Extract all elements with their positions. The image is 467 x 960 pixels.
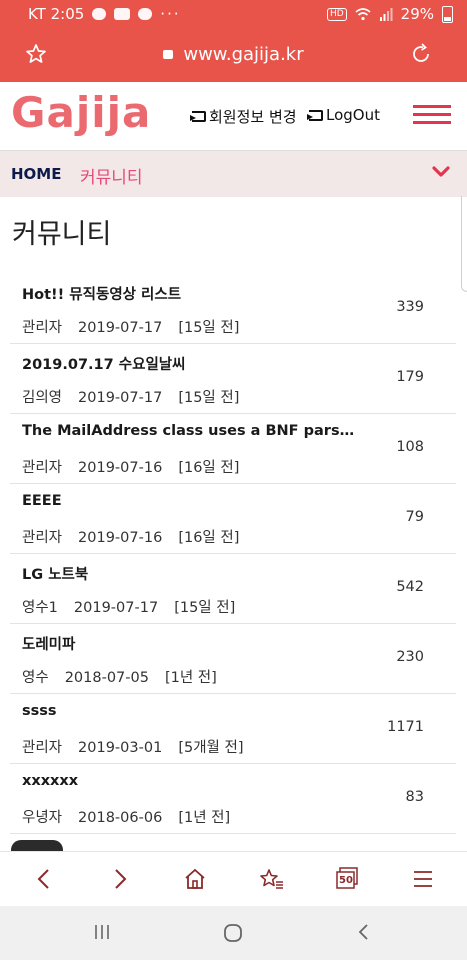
breadcrumb: HOME 커뮤니티: [0, 150, 467, 197]
post-date: 2019-07-17: [78, 320, 163, 336]
post-views: 179: [396, 369, 424, 385]
post-author: 우녕자: [22, 810, 63, 826]
chat-notification-icon: [138, 8, 153, 20]
post-ago: [15일 전]: [178, 390, 240, 406]
post-row[interactable]: EEEE 관리자 2019-07-16 [16일 전] 79: [10, 484, 456, 554]
message-notification-icon: [92, 8, 107, 20]
sign-out-icon: [307, 109, 323, 121]
write-button-partial[interactable]: [11, 840, 63, 854]
post-date: 2019-07-16: [78, 460, 163, 476]
post-row[interactable]: 2019.07.17 수요일날씨 김의영 2019-07-17 [15일 전] 17…: [10, 344, 456, 414]
system-back-icon[interactable]: [354, 922, 374, 942]
tabs-icon: [336, 867, 358, 889]
post-date: 2019-07-17: [78, 390, 163, 406]
post-date: 2019-07-17: [73, 600, 159, 616]
bookmark-star-icon[interactable]: [24, 42, 48, 66]
post-author: 관리자: [22, 320, 63, 336]
post-views: 83: [405, 789, 424, 805]
chevron-down-icon[interactable]: [432, 165, 450, 179]
recent-apps-icon[interactable]: [92, 922, 112, 942]
post-author: 영수1: [22, 600, 58, 616]
post-date: 2019-07-16: [78, 530, 163, 546]
logout-link[interactable]: LogOut: [307, 106, 380, 124]
lock-icon: [163, 50, 174, 59]
post-ago: [5개월 전]: [178, 740, 244, 756]
post-views: 1171: [387, 719, 424, 735]
post-views: 542: [396, 579, 424, 595]
post-ago: [1년 전]: [164, 670, 217, 686]
edit-profile-link[interactable]: 회원정보 변경: [190, 106, 297, 127]
battery-icon: [442, 5, 453, 23]
wifi-icon: [355, 7, 371, 20]
tabs-button[interactable]: 50: [335, 866, 358, 889]
post-author: 김의영: [22, 390, 63, 406]
post-row[interactable]: Hot!! 뮤직동영상 리스트 관리자 2019-07-17 [15일 전] 339: [10, 274, 456, 344]
post-title[interactable]: ssss: [22, 703, 57, 719]
post-ago: [15일 전]: [174, 600, 236, 616]
post-row[interactable]: LG 노트북 영수1 2019-07-17 [15일 전] 542: [10, 554, 456, 624]
back-arrow-icon[interactable]: [34, 867, 54, 891]
system-navigation-bar: [0, 906, 467, 960]
forward-arrow-icon[interactable]: [110, 867, 130, 891]
signal-icon: [379, 7, 393, 21]
battery-percent: 29%: [400, 5, 434, 23]
site-logo[interactable]: Gajija: [11, 88, 152, 137]
post-views: 108: [396, 439, 424, 455]
sign-in-icon: [190, 111, 206, 122]
post-author: 관리자: [22, 740, 63, 756]
post-title[interactable]: LG 노트북: [22, 567, 89, 583]
browser-url-bar: www.gajija.kr: [0, 30, 467, 82]
post-row[interactable]: 도레미파 영수 2018-07-05 [1년 전] 230: [10, 624, 456, 694]
post-author: 관리자: [22, 530, 63, 546]
reload-icon[interactable]: [409, 42, 433, 66]
post-title[interactable]: Hot!! 뮤직동영상 리스트: [22, 287, 182, 303]
home-circle-icon[interactable]: [222, 922, 244, 944]
hd-voice-badge: HD: [326, 7, 347, 21]
post-title[interactable]: xxxxxx: [22, 773, 79, 789]
page-title: 커뮤니티: [12, 219, 112, 250]
post-ago: [16일 전]: [178, 530, 240, 546]
post-row[interactable]: The MailAddress class uses a BNF parser …: [10, 414, 456, 484]
more-notifications: ···: [160, 5, 181, 23]
post-list: Hot!! 뮤직동영상 리스트 관리자 2019-07-17 [15일 전] 339…: [10, 274, 456, 834]
post-title[interactable]: 도레미파: [22, 637, 76, 653]
side-panel-handle[interactable]: [461, 196, 467, 292]
tabs-count: 50: [339, 875, 353, 886]
post-author: 영수: [22, 670, 49, 686]
post-title[interactable]: The MailAddress class uses a BNF parser …: [22, 423, 357, 439]
breadcrumb-home[interactable]: HOME: [11, 165, 62, 183]
post-views: 79: [405, 509, 424, 525]
image-notification-icon: [114, 8, 131, 20]
logout-label: LogOut: [326, 106, 380, 124]
carrier-time: KT 2:05: [28, 5, 85, 23]
post-date: 2018-07-05: [64, 670, 149, 686]
bookmarks-icon[interactable]: [258, 867, 284, 891]
status-bar: KT 2:05 ··· HD 29%: [0, 0, 467, 30]
edit-profile-label: 회원정보 변경: [209, 108, 297, 126]
breadcrumb-current[interactable]: 커뮤니티: [80, 168, 143, 188]
address-field[interactable]: www.gajija.kr: [0, 44, 467, 65]
post-date: 2019-03-01: [78, 740, 163, 756]
home-icon[interactable]: [183, 867, 207, 891]
post-row[interactable]: ssss 관리자 2019-03-01 [5개월 전] 1171: [10, 694, 456, 764]
post-views: 230: [396, 649, 424, 665]
post-title[interactable]: EEEE: [22, 493, 62, 509]
post-ago: [15일 전]: [178, 320, 240, 336]
browser-toolbar: 50: [0, 851, 467, 907]
post-author: 관리자: [22, 460, 63, 476]
url-text: www.gajija.kr: [183, 44, 304, 65]
menu-hamburger-button[interactable]: [413, 105, 451, 125]
post-ago: [1년 전]: [178, 810, 231, 826]
post-views: 339: [396, 299, 424, 315]
site-header: Gajija 회원정보 변경 LogOut: [0, 82, 467, 150]
post-date: 2018-06-06: [78, 810, 163, 826]
menu-icon[interactable]: [412, 867, 434, 891]
post-ago: [16일 전]: [178, 460, 240, 476]
post-row[interactable]: xxxxxx 우녕자 2018-06-06 [1년 전] 83: [10, 764, 456, 834]
post-title[interactable]: 2019.07.17 수요일날씨: [22, 357, 186, 373]
